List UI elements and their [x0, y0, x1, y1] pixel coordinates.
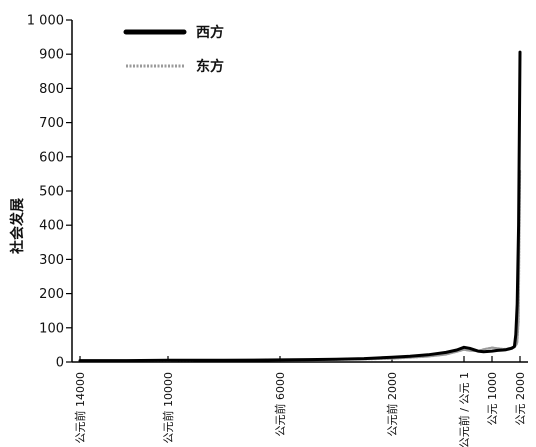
series-line-west: [78, 50, 522, 363]
y-tick-label: 100: [39, 321, 64, 336]
x-axis: 公元前 14000 公元前 10000 公元前 6000 公元前 2000 公元前 / …: [72, 356, 528, 447]
x-tick-label: 公元前 6000: [273, 372, 287, 437]
x-tick-label: 公元前 2000: [385, 372, 399, 437]
x-tick-label: 公元 2000: [514, 372, 527, 426]
y-tick-label: 700: [39, 116, 64, 131]
y-tick-label: 400: [39, 219, 64, 234]
legend: 西方 东方: [123, 24, 224, 75]
series-layer: [78, 50, 522, 363]
y-tick-label: 900: [39, 48, 64, 63]
y-tick-label: 0: [56, 356, 64, 371]
y-tick-label: 500: [39, 185, 64, 200]
y-tick-label: 1 000: [27, 14, 64, 29]
y-tick-label: 300: [39, 253, 64, 268]
y-tick-label: 800: [39, 82, 64, 97]
legend-label-west: 西方: [196, 24, 224, 41]
x-tick-label: 公元前 10000: [161, 372, 175, 444]
y-axis: 0 100 200 300 400 500 600 700 800 900 1 000: [27, 14, 73, 371]
y-tick-label: 600: [39, 150, 64, 165]
x-tick-label: 公元前 14000: [73, 372, 87, 444]
y-axis-label: 社会发展: [9, 198, 26, 255]
x-tick-label: 公元前 / 公元 1: [457, 372, 471, 447]
y-tick-label: 200: [39, 287, 64, 302]
x-tick-label: 公元 1000: [486, 372, 499, 426]
series-line-east: [78, 169, 522, 362]
legend-label-east: 东方: [196, 58, 224, 75]
